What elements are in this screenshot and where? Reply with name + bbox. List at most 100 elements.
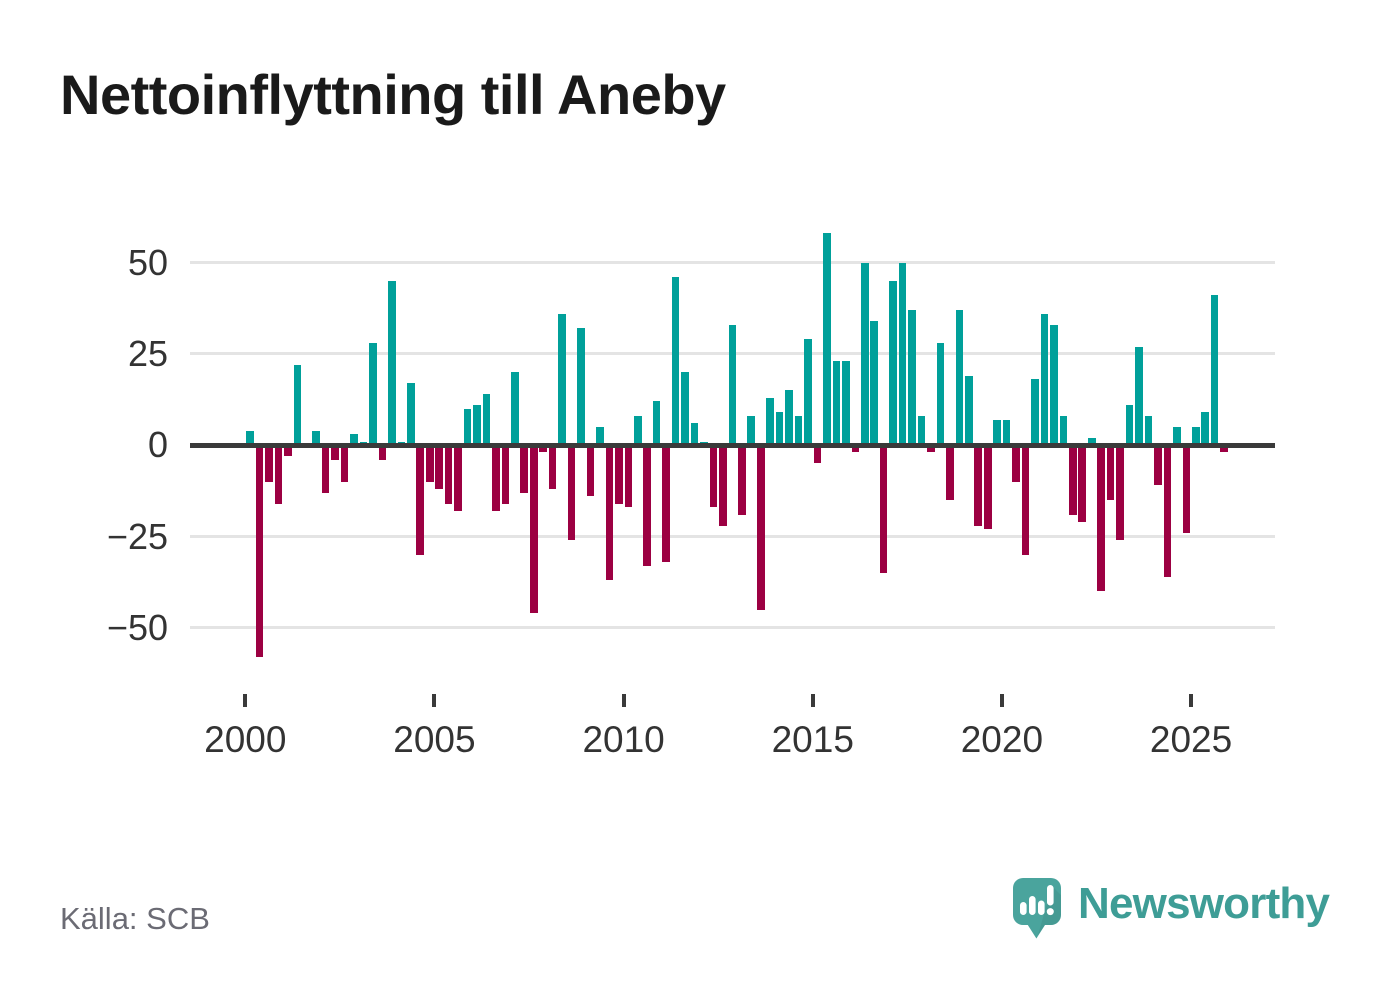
bar-2008Q3	[567, 445, 576, 541]
bar-2002Q4	[350, 434, 358, 446]
bar-2015Q1	[813, 445, 822, 464]
bar-2003Q3	[378, 445, 387, 460]
bar-2014Q1	[775, 412, 784, 446]
bar-2017Q1	[889, 280, 897, 446]
bar-2016Q2	[860, 262, 869, 446]
bar-2023Q3	[1135, 346, 1143, 446]
bar-2000Q1	[246, 430, 254, 446]
bar-2004Q4	[425, 445, 434, 482]
bar-2020Q1	[1002, 419, 1011, 446]
bar-2022Q2	[1087, 437, 1096, 446]
bar-2000Q3	[265, 445, 273, 482]
bar-2005Q2	[444, 445, 453, 504]
newsworthy-logo-icon	[1013, 878, 1061, 939]
bar-2011Q3	[681, 372, 689, 446]
bar-2019Q3	[983, 445, 992, 530]
x-tick-mark	[1189, 694, 1194, 707]
y-tick-label: 0	[147, 424, 168, 466]
bar-2024Q2	[1163, 445, 1172, 577]
x-tick-label: 2015	[771, 719, 854, 760]
bar-2012Q4	[728, 324, 737, 446]
bar-2017Q3	[908, 310, 916, 446]
bar-2005Q1	[435, 445, 443, 489]
bar-2007Q1	[511, 372, 519, 446]
bar-2013Q1	[738, 445, 746, 515]
bar-2019Q1	[964, 375, 973, 446]
bar-2015Q2	[823, 233, 831, 446]
bar-2017Q4	[917, 415, 926, 446]
bar-2009Q2	[596, 426, 604, 446]
bar-2009Q4	[615, 445, 623, 504]
y-tick-label: −25	[106, 515, 168, 557]
bar-2013Q2	[747, 415, 756, 446]
bar-2019Q2	[974, 445, 983, 526]
bar-2002Q1	[321, 445, 330, 493]
bar-2023Q4	[1144, 415, 1153, 446]
bar-2018Q4	[955, 310, 964, 446]
bar-2001Q1	[284, 445, 292, 457]
bar-2007Q3	[529, 445, 538, 614]
bar-2001Q2	[293, 364, 302, 446]
bar-2011Q2	[671, 277, 680, 446]
x-tick-mark	[432, 694, 437, 707]
bar-2023Q2	[1125, 405, 1134, 446]
bar-2004Q3	[416, 445, 425, 555]
bar-2012Q2	[709, 445, 718, 508]
bar-2006Q3	[492, 445, 500, 511]
gridline	[190, 261, 1275, 265]
bar-2022Q3	[1097, 445, 1105, 592]
bar-2008Q1	[548, 445, 557, 489]
bar-2008Q2	[558, 313, 566, 446]
bar-2015Q3	[832, 361, 841, 446]
chart-title: Nettoinflyttning till Aneby	[60, 63, 726, 126]
bar-2025Q1	[1191, 426, 1200, 446]
bar-2006Q1	[473, 405, 481, 446]
x-tick-label: 2020	[960, 719, 1044, 760]
bar-2025Q4	[1220, 445, 1228, 453]
bar-2021Q3	[1059, 415, 1068, 446]
bar-2000Q4	[274, 445, 283, 504]
x-tick-mark	[243, 694, 248, 707]
bar-2007Q2	[520, 445, 529, 493]
bar-2006Q4	[501, 445, 510, 504]
bar-2010Q4	[652, 401, 661, 446]
bar-2008Q4	[577, 328, 585, 446]
bar-2002Q3	[340, 445, 349, 482]
source-note: Källa: SCB	[60, 901, 210, 936]
y-tick-label: 25	[127, 332, 168, 374]
gridline	[190, 535, 1275, 538]
bar-2014Q2	[785, 390, 793, 446]
bar-2024Q3	[1173, 426, 1181, 446]
bar-2018Q3	[946, 445, 954, 500]
zero-line	[190, 442, 1275, 448]
bar-2021Q4	[1069, 445, 1077, 515]
y-tick-label: −50	[106, 606, 168, 648]
bar-2020Q3	[1021, 445, 1030, 555]
bar-2012Q3	[719, 445, 727, 526]
bar-2009Q1	[586, 445, 595, 497]
x-tick-mark	[621, 694, 626, 707]
bar-2017Q2	[898, 262, 907, 446]
bar-2013Q3	[756, 445, 765, 610]
bar-2011Q4	[690, 423, 699, 446]
bar-2016Q3	[870, 321, 879, 446]
x-tick-label: 2025	[1149, 719, 1233, 760]
bar-2014Q4	[804, 339, 812, 446]
bar-2011Q1	[662, 445, 670, 563]
newsworthy-wordmark: Newsworthy	[1078, 879, 1330, 928]
bar-2022Q4	[1106, 445, 1115, 500]
bar-2023Q1	[1116, 445, 1124, 541]
bar-2004Q2	[407, 383, 415, 446]
bar-2000Q2	[255, 445, 264, 657]
bar-2025Q3	[1210, 295, 1219, 446]
bar-2001Q4	[312, 430, 321, 446]
bar-2016Q1	[851, 445, 860, 453]
bar-2019Q4	[993, 419, 1001, 446]
bar-2010Q1	[624, 445, 633, 508]
bar-2025Q2	[1201, 412, 1210, 446]
bar-2006Q2	[482, 394, 491, 446]
bar-2020Q4	[1031, 379, 1039, 446]
x-tick-mark	[810, 694, 815, 707]
bar-2022Q1	[1078, 445, 1087, 522]
bar-2020Q2	[1012, 445, 1020, 482]
